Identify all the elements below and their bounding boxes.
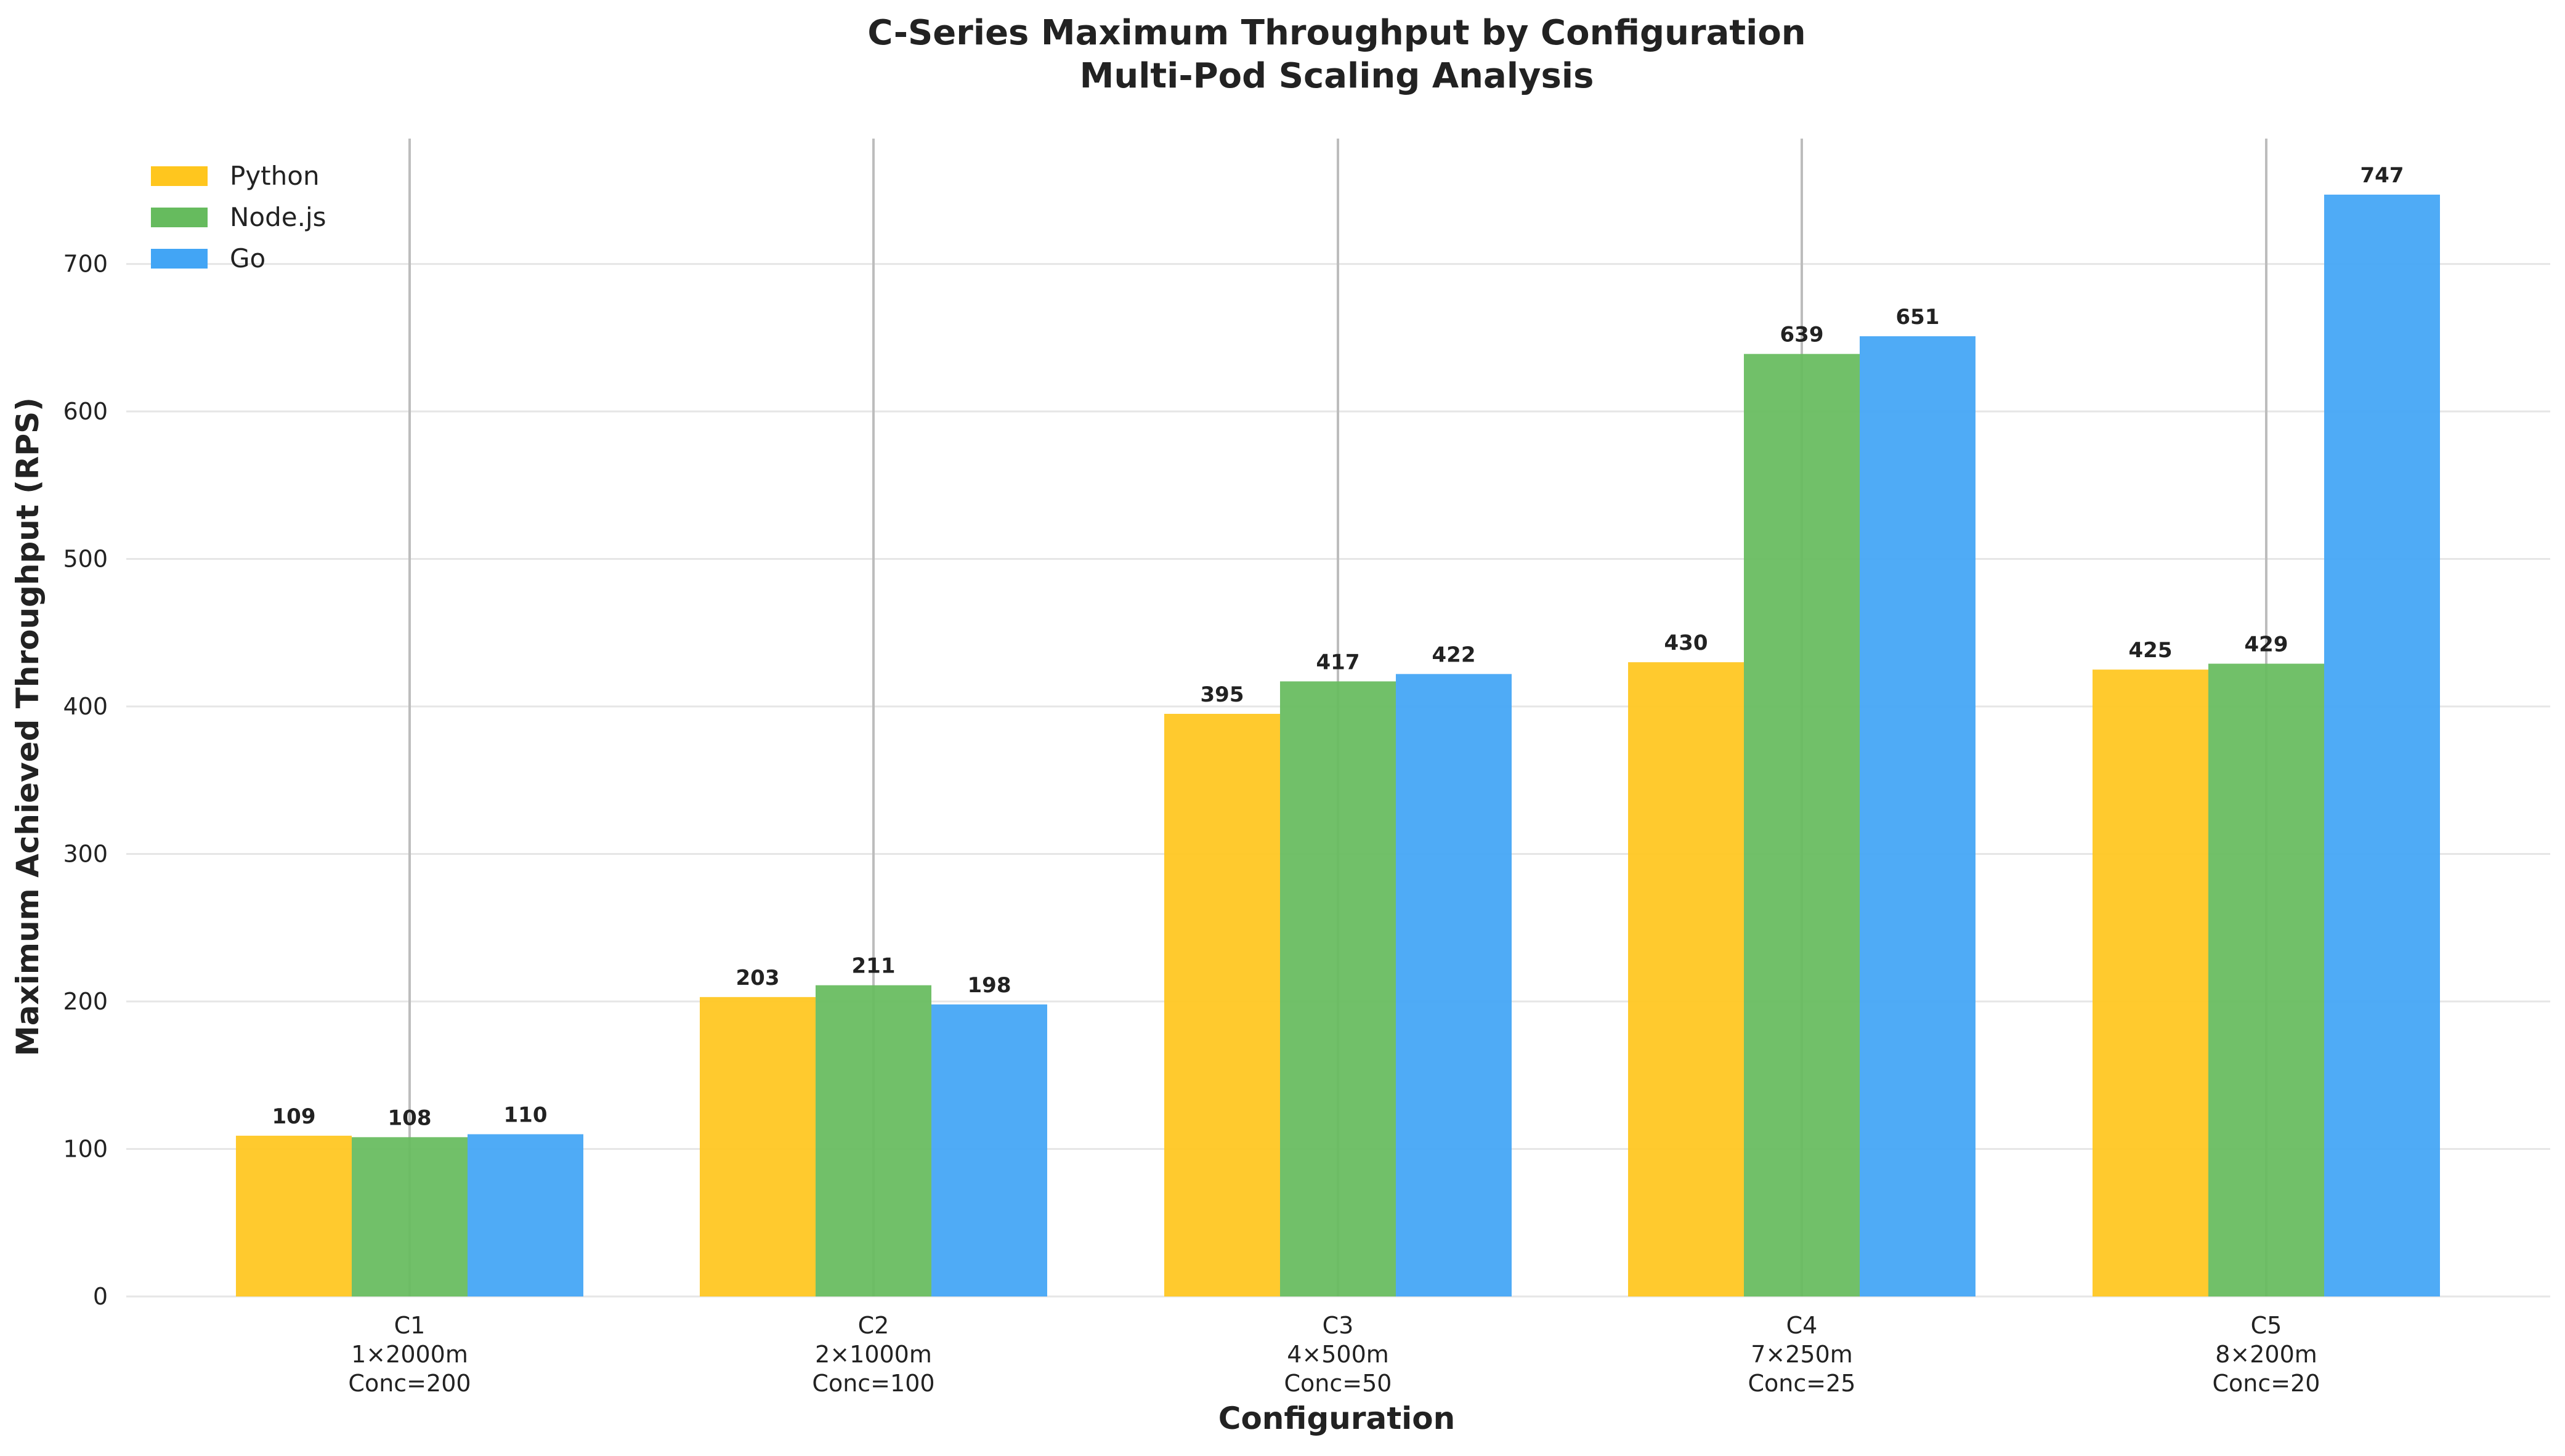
x-tick-label-pods: 4×500m [1287,1341,1389,1368]
y-tick-label: 0 [93,1283,108,1310]
x-tick-label-pods: 1×2000m [351,1341,468,1368]
bar-nodejs-C2 [816,985,931,1296]
x-tick-label-name: C3 [1323,1312,1354,1339]
bar-nodejs-C3 [1280,681,1396,1296]
legend-swatch-go [151,249,208,269]
bar-python-C1 [236,1135,352,1296]
bar-go-C1 [468,1134,583,1296]
bar-nodejs-C4 [1744,354,1860,1297]
bar-nodejs-C1 [352,1137,468,1296]
value-label: 425 [2129,638,2173,663]
chart-subtitle: Multi-Pod Scaling Analysis [1080,56,1594,96]
value-label: 422 [1432,642,1476,667]
x-tick-label-conc: Conc=100 [812,1370,934,1397]
value-label: 429 [2245,633,2288,657]
y-tick-label: 200 [63,988,108,1015]
y-axis-ticks: 0 100 200 300 400 500 600 700 [63,251,108,1310]
value-label: 109 [272,1104,316,1129]
x-tick-label-conc: Conc=20 [2213,1370,2320,1397]
legend-label: Node.js [230,202,326,232]
x-tick-label-name: C4 [1786,1312,1818,1339]
legend-swatch-python [151,166,208,186]
bar-python-C4 [1628,662,1744,1296]
y-tick-label: 400 [63,693,108,720]
y-tick-label: 700 [63,251,108,278]
y-axis-label: Maximum Achieved Throughput (RPS) [10,397,46,1056]
x-tick-label-pods: 7×250m [1751,1341,1853,1368]
value-labels: 109 203 395 430 425 108 211 417 639 429 110 198 422 6… [272,163,2404,1130]
x-tick-label-conc: Conc=50 [1284,1370,1392,1397]
bar-go-C3 [1396,674,1512,1296]
chart-title: C-Series Maximum Throughput by Configura… [867,13,1805,53]
value-label: 747 [2360,163,2404,188]
x-tick-label-name: C1 [394,1312,426,1339]
legend-label: Go [230,243,265,273]
x-tick-label-name: C5 [2251,1312,2282,1339]
value-label: 110 [504,1103,548,1128]
value-label: 417 [1316,650,1360,674]
x-tick-label-conc: Conc=25 [1748,1370,1856,1397]
bar-go-C5 [2324,195,2440,1297]
x-tick-label-pods: 2×1000m [815,1341,932,1368]
value-label: 108 [388,1106,432,1130]
bars [236,195,2440,1297]
legend-label: Python [230,161,320,191]
bar-nodejs-C5 [2208,663,2324,1296]
legend-swatch-nodejs [151,208,208,227]
y-tick-label: 100 [63,1136,108,1163]
bar-go-C2 [931,1004,1047,1296]
value-label: 198 [968,973,1011,998]
y-tick-label: 600 [63,398,108,425]
value-label: 430 [1664,631,1708,655]
x-tick-label-name: C2 [858,1312,889,1339]
bar-python-C5 [2093,669,2208,1296]
value-label: 395 [1201,682,1244,707]
bar-python-C2 [700,997,816,1296]
value-label: 203 [736,966,780,990]
x-tick-label-pods: 8×200m [2215,1341,2317,1368]
y-tick-label: 300 [63,841,108,868]
bar-python-C3 [1164,714,1280,1296]
value-label: 639 [1780,323,1824,347]
y-tick-label: 500 [63,546,108,573]
x-tick-label-conc: Conc=200 [348,1370,471,1397]
value-label: 211 [852,954,896,979]
x-axis-label: Configuration [1218,1401,1455,1436]
legend: Python Node.js Go [151,161,326,273]
value-label: 651 [1896,305,1940,330]
bar-go-C4 [1860,336,1975,1296]
